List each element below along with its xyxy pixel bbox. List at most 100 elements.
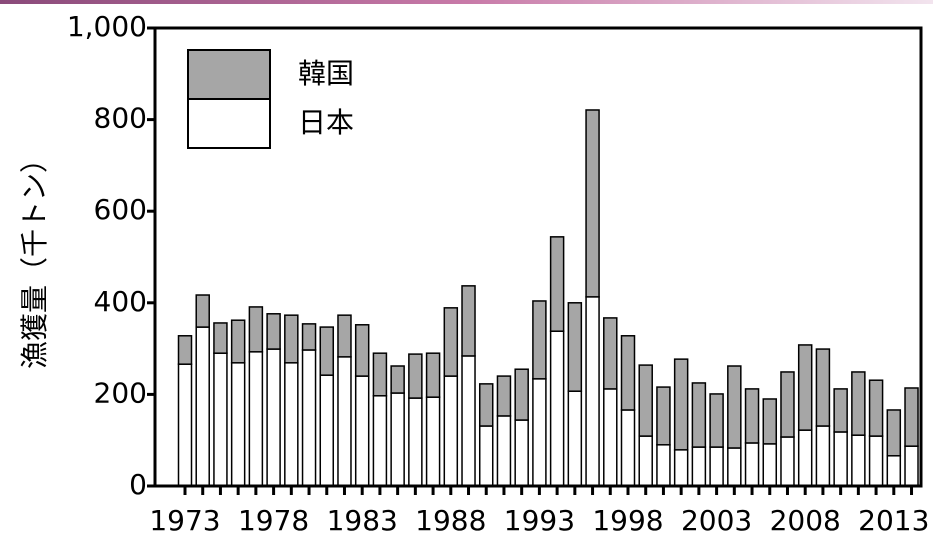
bar [673,358,689,451]
bar [248,306,264,353]
bar [213,352,228,487]
bar [266,313,281,350]
bar [797,344,813,431]
bar [443,307,459,377]
bar [496,415,512,487]
bar [815,425,831,487]
bar [514,419,529,487]
bar [567,302,583,392]
bar [337,356,352,487]
bar [744,388,760,444]
y-tick-label: 0 [129,468,147,501]
legend-label: 日本 [298,106,354,139]
legend-swatch [187,98,271,149]
x-tick-label: 1998 [592,504,663,537]
bar [638,364,653,437]
x-tick-label: 1978 [238,504,309,537]
bar [195,294,210,328]
bar [638,435,653,487]
x-tick-label: 2013 [858,504,929,537]
bar [301,349,317,487]
bar [744,442,760,487]
bar [886,409,902,457]
bar [585,296,600,487]
y-tick-label: 1,000 [67,10,147,43]
bar [532,378,547,487]
bar [390,392,405,487]
bar [656,386,671,446]
bar [691,382,707,448]
bar [780,371,795,438]
x-tick-label: 1988 [415,504,486,537]
bar [727,447,742,487]
bar [230,362,246,487]
bar [478,425,494,487]
bar [709,446,724,487]
x-tick-label: 1993 [504,504,575,537]
y-axis-label: 漁獲量（千トン） [18,145,51,369]
bar [461,355,476,487]
x-tick-label: 2003 [681,504,752,537]
bar [797,429,813,487]
bar [354,375,370,487]
bar [780,436,795,487]
bar [213,322,228,354]
bar [390,365,405,394]
bar [833,431,848,487]
bar [319,326,335,376]
bar [868,379,884,437]
bar [461,285,476,357]
bar [532,300,547,380]
bar [620,409,636,487]
x-tick-label: 1973 [149,504,220,537]
y-tick-label: 600 [94,193,147,226]
plot-frame [153,26,923,488]
bar [478,383,494,427]
bar [585,109,600,298]
bar [337,314,352,358]
bar [408,353,423,399]
bar [372,352,388,397]
bar [425,352,441,398]
bar [904,445,919,487]
top-strip [0,0,933,4]
bar [549,236,565,332]
bar [549,330,565,487]
bar [851,371,866,436]
bar [904,387,919,447]
bar [372,395,388,487]
y-tick-label: 800 [94,102,147,135]
legend-label: 韓国 [298,57,354,90]
bar [354,324,370,377]
bar [443,375,459,487]
bar [266,348,281,487]
bar [301,323,317,351]
bar [177,363,193,487]
bar [514,368,529,421]
legend-swatch [187,49,271,100]
bar [691,446,707,487]
bar [195,326,210,487]
bar [425,396,441,487]
y-tick-label: 400 [94,285,147,318]
bar [496,375,512,417]
bar [886,455,902,487]
y-tick-label: 200 [94,376,147,409]
bar [319,374,335,487]
bar [815,348,831,427]
bar [248,351,264,487]
x-tick-label: 1983 [327,504,398,537]
bar [727,365,742,449]
bar [762,398,778,445]
bar [868,435,884,487]
bar [851,434,866,487]
bar [284,314,299,364]
bar [603,388,618,487]
bar [656,444,671,487]
bar [230,319,246,364]
bar [408,397,423,487]
bar [177,335,193,365]
bar [603,317,618,390]
bar [833,388,848,433]
